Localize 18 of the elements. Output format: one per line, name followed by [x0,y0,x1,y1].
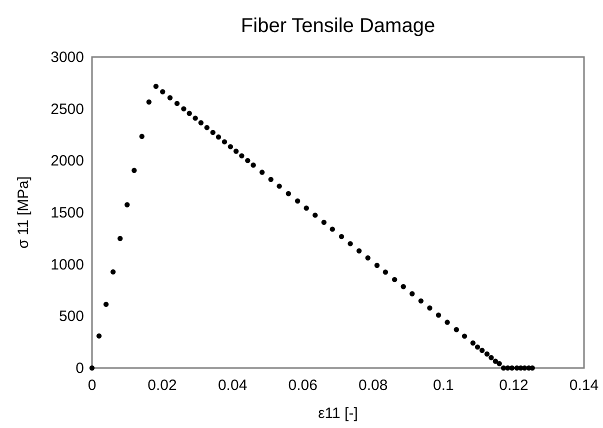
x-tick-label: 0.14 [569,377,599,394]
y-tick-label: 3000 [50,49,84,66]
x-tick-label: 0.02 [148,377,177,394]
y-tick-label: 2500 [50,100,84,118]
x-tick-label: 0.06 [288,377,318,394]
y-tick-label: 1500 [50,204,84,222]
x-tick-label: 0.04 [218,377,248,394]
y-tick-label: 500 [58,308,84,326]
x-tick-label: 0.08 [358,377,388,394]
x-tick-label: 0 [88,377,96,394]
chart-title: Fiber Tensile Damage [240,15,436,37]
x-axis-title: ε11 [-] [318,405,358,422]
y-tick-label: 2000 [50,152,84,170]
x-tick-label: 0.12 [499,377,528,394]
y-tick-label: 1000 [50,256,84,274]
y-tick-label: 0 [76,360,84,377]
x-tick-label: 0.1 [433,377,454,394]
y-axis-title: σ 11 [MPa] [15,176,32,249]
